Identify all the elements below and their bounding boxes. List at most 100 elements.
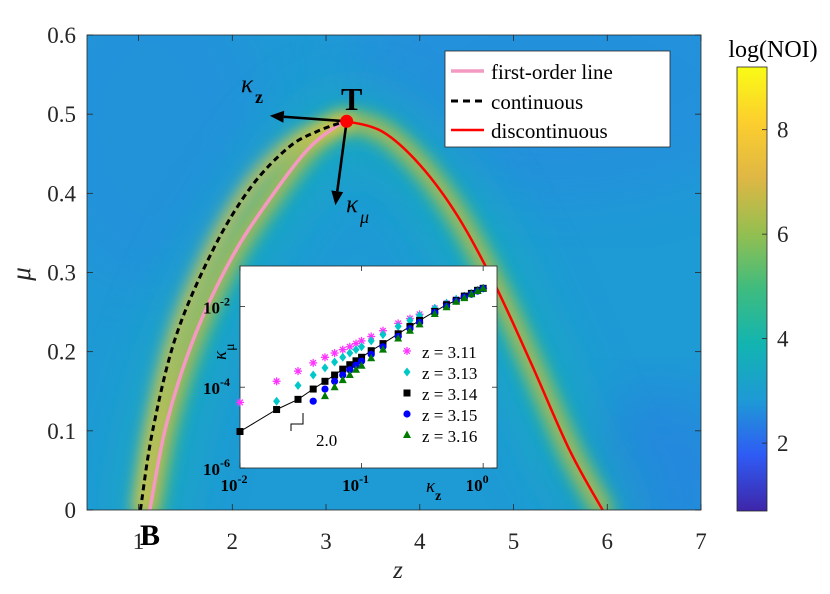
main-y-tick-label: 0.5	[47, 102, 76, 127]
series-z-3-11-point	[345, 342, 354, 351]
series-z-3-14-point	[346, 361, 354, 369]
series-z-3-14-point	[321, 377, 329, 385]
series-z-3-14-point	[339, 365, 347, 373]
inset-legend-marker-z-3-13	[403, 367, 411, 377]
slope-triangle-marker	[290, 413, 304, 431]
series-z-3-15-point	[331, 377, 339, 385]
series-continuous-curve	[138, 119, 346, 510]
inset-y-tick-exponent: -4	[220, 375, 230, 389]
series-z-3-11-point	[357, 336, 366, 345]
series-z-3-15-point	[357, 357, 366, 365]
series-z-3-11-point	[338, 345, 347, 354]
colorbar-tick-label: 4	[777, 327, 789, 352]
series-z-3-11-point	[309, 358, 318, 367]
inset-y-tick-label: 10-2	[203, 294, 230, 317]
tricritical-point-T	[340, 114, 354, 128]
series-z-3-16-point	[330, 382, 339, 391]
series-z-3-13-point	[352, 345, 360, 355]
series-z-3-13-point	[309, 370, 317, 380]
main-y-tick-label: 0.1	[47, 419, 76, 444]
main-y-tick-label: 0.4	[47, 181, 76, 206]
inset-y-label-subscript: μ	[223, 343, 238, 351]
series-z-3-13-point	[358, 342, 366, 352]
series-z-3-14-point	[331, 371, 339, 379]
inset-y-ticks: 10-610-410-2	[203, 294, 497, 479]
inset-x-axis-label: κz	[426, 476, 441, 504]
series-z-3-13-point	[331, 357, 339, 367]
colorbar-title: log(NOI)	[728, 37, 817, 63]
inset-x-tick-base: 10	[466, 476, 483, 495]
series-z-3-11-point	[330, 349, 339, 358]
inset-y-tick-base: 10	[203, 379, 220, 398]
series-z-3-16-point	[479, 283, 488, 292]
series-z-3-13-point	[321, 363, 329, 373]
legend-label-continuous: continuous	[491, 90, 583, 114]
inset-y-label-symbol: κ	[210, 350, 231, 360]
inset-y-tick-label: 10-4	[203, 375, 230, 398]
main-x-tick-label: 3	[320, 529, 332, 554]
series-z-3-13-point	[406, 315, 414, 325]
series-z-3-16-point	[415, 319, 424, 328]
inset-legend-marker-z-3-11	[403, 347, 411, 355]
series-z-3-11-point	[320, 353, 329, 362]
series-z-3-16-point	[430, 309, 439, 317]
inset-legend-label-z-3-13: z = 3.13	[422, 364, 477, 383]
colorbar-tick-label: 8	[777, 118, 789, 143]
series-z-3-16-point	[357, 361, 366, 369]
main-x-tick-label: 4	[414, 529, 426, 554]
series-z-3-13-point	[394, 321, 402, 331]
series-z-3-11-point	[294, 367, 303, 376]
legend-label-first-order-line: first-order line	[491, 60, 613, 84]
main-x-axis-label: z	[392, 557, 403, 584]
series-z-3-16-point	[378, 345, 387, 353]
series-z-3-15-point	[321, 385, 329, 393]
inset-x-tick-exponent: -1	[359, 472, 369, 486]
main-x-tick-label: 6	[602, 529, 614, 554]
legend-label-discontinuous: discontinuous	[491, 119, 608, 143]
inset-y-tick-base: 10	[203, 298, 220, 317]
series-z-3-15-point	[352, 361, 360, 369]
series-z-3-14-line	[239, 287, 484, 432]
series-z-3-14-point	[236, 428, 244, 436]
inset-x-tick-label: 10-2	[221, 472, 248, 495]
series-z-3-16-point	[442, 302, 451, 311]
inset-y-tick-exponent: -6	[220, 456, 230, 470]
inset-legend-marker-z-3-16	[403, 430, 411, 438]
series-z-3-16-point	[405, 326, 414, 334]
series-z-3-16-point	[460, 293, 469, 302]
inset-x-tick-label: 100	[466, 472, 489, 495]
colorbar-tick-label: 6	[777, 222, 789, 247]
inset-x-ticks: 10-2 10-1 100	[221, 266, 489, 495]
series-z-3-14-point	[367, 347, 375, 355]
main-y-ticks: 0 0.1 0.2 0.3 0.4 0.5 0.6	[47, 23, 701, 523]
inset-legend: z = 3.11 z = 3.13 z = 3.14 z = 3.15 z = 3.16	[403, 343, 478, 446]
series-z-3-16-point	[367, 353, 376, 362]
main-x-tick-label: 1	[133, 529, 145, 554]
inset-y-tick-label: 10-6	[203, 456, 230, 479]
series-z-3-15-point	[339, 371, 347, 379]
series-z-3-16-point	[467, 289, 476, 298]
series-z-3-16-point	[473, 286, 482, 295]
main-y-tick-label: 0.3	[47, 261, 76, 286]
inset-x-tick-exponent: -2	[238, 472, 248, 486]
series-z-3-14-point	[352, 357, 360, 365]
series-z-3-13-point	[339, 352, 347, 362]
series-z-3-16-point	[452, 297, 461, 305]
series-z-3-16-point	[394, 334, 403, 342]
inset-legend-marker-z-3-14	[403, 389, 411, 397]
kappa-mu-vector	[335, 121, 348, 192]
kappa-z-subscript: z	[255, 87, 263, 107]
inset-x-tick-base: 10	[342, 476, 359, 495]
kappa-mu-subscript: μ	[359, 207, 369, 227]
series-z-3-11-point	[352, 339, 361, 348]
main-x-tick-label: 5	[508, 529, 520, 554]
main-x-tick-label: 2	[227, 529, 239, 554]
inset-legend-label-z-3-14: z = 3.14	[422, 385, 478, 404]
colorbar-gradient	[736, 66, 768, 512]
kappa-mu-arrowhead	[331, 190, 344, 206]
series-z-3-14-point	[358, 353, 366, 361]
main-x-tick-label: 7	[695, 529, 707, 554]
series-z-3-13-point	[379, 330, 387, 340]
